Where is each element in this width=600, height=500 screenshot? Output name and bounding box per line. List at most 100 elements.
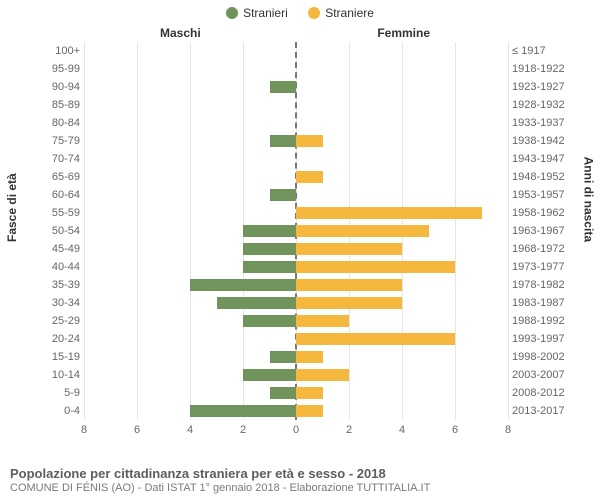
y-axis-label-left: Fasce di età (5, 173, 19, 242)
birth-labels: ≤ 19171918-19221923-19271928-19321933-19… (512, 42, 570, 420)
age-label: 0-4 (32, 402, 80, 420)
bar-row (84, 60, 508, 78)
birth-label: 1948-1952 (512, 168, 570, 186)
x-tick: 2 (346, 424, 352, 436)
bar-female (296, 135, 323, 148)
chart-container: Stranieri Straniere Maschi Femmine Fasce… (0, 0, 600, 500)
age-label: 95-99 (32, 60, 80, 78)
bar-row (84, 330, 508, 348)
bar-row (84, 384, 508, 402)
bar-row (84, 168, 508, 186)
legend-swatch-male (226, 7, 238, 19)
footer: Popolazione per cittadinanza straniera p… (10, 466, 590, 494)
bar-male (190, 279, 296, 292)
birth-label: 1918-1922 (512, 60, 570, 78)
bar-female (296, 171, 323, 184)
bar-row (84, 348, 508, 366)
bar-row (84, 114, 508, 132)
birth-label: 1953-1957 (512, 186, 570, 204)
age-label: 35-39 (32, 276, 80, 294)
bar-female (296, 315, 349, 328)
age-labels: 100+95-9990-9485-8980-8475-7970-7465-696… (32, 42, 80, 420)
x-tick: 8 (505, 424, 511, 436)
bar-male (243, 225, 296, 238)
x-tick: 6 (134, 424, 140, 436)
birth-label: 1998-2002 (512, 348, 570, 366)
bar-male (270, 135, 297, 148)
birth-label: 1978-1982 (512, 276, 570, 294)
bar-male (270, 351, 297, 364)
bar-male (270, 189, 297, 202)
birth-label: 1963-1967 (512, 222, 570, 240)
birth-label: ≤ 1917 (512, 42, 570, 60)
age-label: 60-64 (32, 186, 80, 204)
bar-rows (84, 42, 508, 420)
column-headers: Maschi Femmine (10, 26, 590, 42)
x-axis: 864202468 (84, 422, 508, 442)
bar-female (296, 351, 323, 364)
bar-row (84, 276, 508, 294)
birth-label: 2013-2017 (512, 402, 570, 420)
birth-label: 2003-2007 (512, 366, 570, 384)
age-label: 80-84 (32, 114, 80, 132)
bar-row (84, 204, 508, 222)
chart-subtitle: COMUNE DI FÉNIS (AO) - Dati ISTAT 1° gen… (10, 482, 590, 494)
bar-male (243, 369, 296, 382)
birth-label: 1968-1972 (512, 240, 570, 258)
birth-label: 1923-1927 (512, 78, 570, 96)
bar-female (296, 207, 482, 220)
gridline (508, 42, 509, 420)
x-tick: 6 (452, 424, 458, 436)
bar-row (84, 402, 508, 420)
birth-label: 2008-2012 (512, 384, 570, 402)
bar-row (84, 78, 508, 96)
x-tick: 4 (399, 424, 405, 436)
x-tick: 4 (187, 424, 193, 436)
bar-row (84, 96, 508, 114)
bar-row (84, 294, 508, 312)
bar-row (84, 150, 508, 168)
bar-female (296, 387, 323, 400)
bar-row (84, 240, 508, 258)
legend-label-male: Stranieri (243, 6, 288, 20)
bar-row (84, 186, 508, 204)
plot (84, 42, 508, 420)
bar-female (296, 369, 349, 382)
legend-label-female: Straniere (325, 6, 374, 20)
age-label: 25-29 (32, 312, 80, 330)
age-label: 85-89 (32, 96, 80, 114)
birth-label: 1933-1937 (512, 114, 570, 132)
bar-row (84, 258, 508, 276)
chart-title: Popolazione per cittadinanza straniera p… (10, 466, 590, 481)
age-label: 70-74 (32, 150, 80, 168)
bar-female (296, 261, 455, 274)
age-label: 75-79 (32, 132, 80, 150)
bar-row (84, 312, 508, 330)
birth-label: 1988-1992 (512, 312, 570, 330)
birth-label: 1983-1987 (512, 294, 570, 312)
bar-female (296, 225, 429, 238)
age-label: 55-59 (32, 204, 80, 222)
header-female: Femmine (377, 26, 430, 40)
bar-male (217, 297, 297, 310)
bar-male (270, 387, 297, 400)
bar-row (84, 42, 508, 60)
bar-male (243, 243, 296, 256)
legend-item-female: Straniere (308, 6, 374, 20)
age-label: 30-34 (32, 294, 80, 312)
header-male: Maschi (160, 26, 201, 40)
age-label: 5-9 (32, 384, 80, 402)
age-label: 65-69 (32, 168, 80, 186)
bar-male (243, 315, 296, 328)
bar-row (84, 366, 508, 384)
bar-male (270, 81, 297, 94)
x-tick: 8 (81, 424, 87, 436)
bar-row (84, 132, 508, 150)
birth-label: 1928-1932 (512, 96, 570, 114)
birth-label: 1958-1962 (512, 204, 570, 222)
age-label: 20-24 (32, 330, 80, 348)
age-label: 45-49 (32, 240, 80, 258)
bar-female (296, 333, 455, 346)
birth-label: 1938-1942 (512, 132, 570, 150)
birth-label: 1943-1947 (512, 150, 570, 168)
